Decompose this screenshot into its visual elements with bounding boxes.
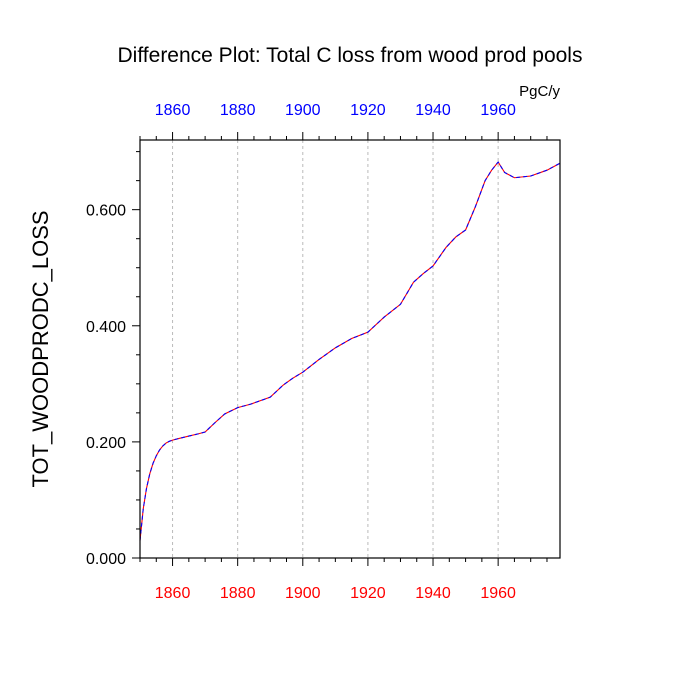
series-line-1 xyxy=(139,161,561,541)
y-axis-label: TOT_WOODPRODC_LOSS xyxy=(28,210,53,487)
y-tick-label: 0.200 xyxy=(86,435,126,452)
x-tick-label-top: 1960 xyxy=(480,102,516,119)
x-tick-label-top: 1900 xyxy=(285,102,321,119)
grid-lines xyxy=(172,140,499,558)
x-tick-label-bottom: 1940 xyxy=(415,585,451,602)
axes: 0.000 0.200 0.400 0.600 1860 1860 1880 1880 1900… xyxy=(86,102,561,602)
chart-title: Difference Plot: Total C loss from wood … xyxy=(118,44,583,67)
y-tick-label: 0.600 xyxy=(86,203,126,220)
x-tick-label-bottom: 1960 xyxy=(480,585,516,602)
x-tick-label-bottom: 1880 xyxy=(220,585,256,602)
x-tick-label-top: 1920 xyxy=(350,102,386,119)
x-tick-label-bottom: 1860 xyxy=(155,585,191,602)
units-label: PgC/y xyxy=(519,83,560,100)
y-tick-label: 0.400 xyxy=(86,319,126,336)
x-tick-label-bottom: 1920 xyxy=(350,585,386,602)
plot-frame xyxy=(139,139,561,559)
x-tick-label-top: 1860 xyxy=(155,102,191,119)
series-line-2 xyxy=(139,161,561,541)
x-tick-label-top: 1880 xyxy=(220,102,256,119)
x-tick-label-top: 1940 xyxy=(415,102,451,119)
y-tick-label: 0.000 xyxy=(86,551,126,568)
x-tick-label-bottom: 1900 xyxy=(285,585,321,602)
series-lines xyxy=(139,161,561,541)
